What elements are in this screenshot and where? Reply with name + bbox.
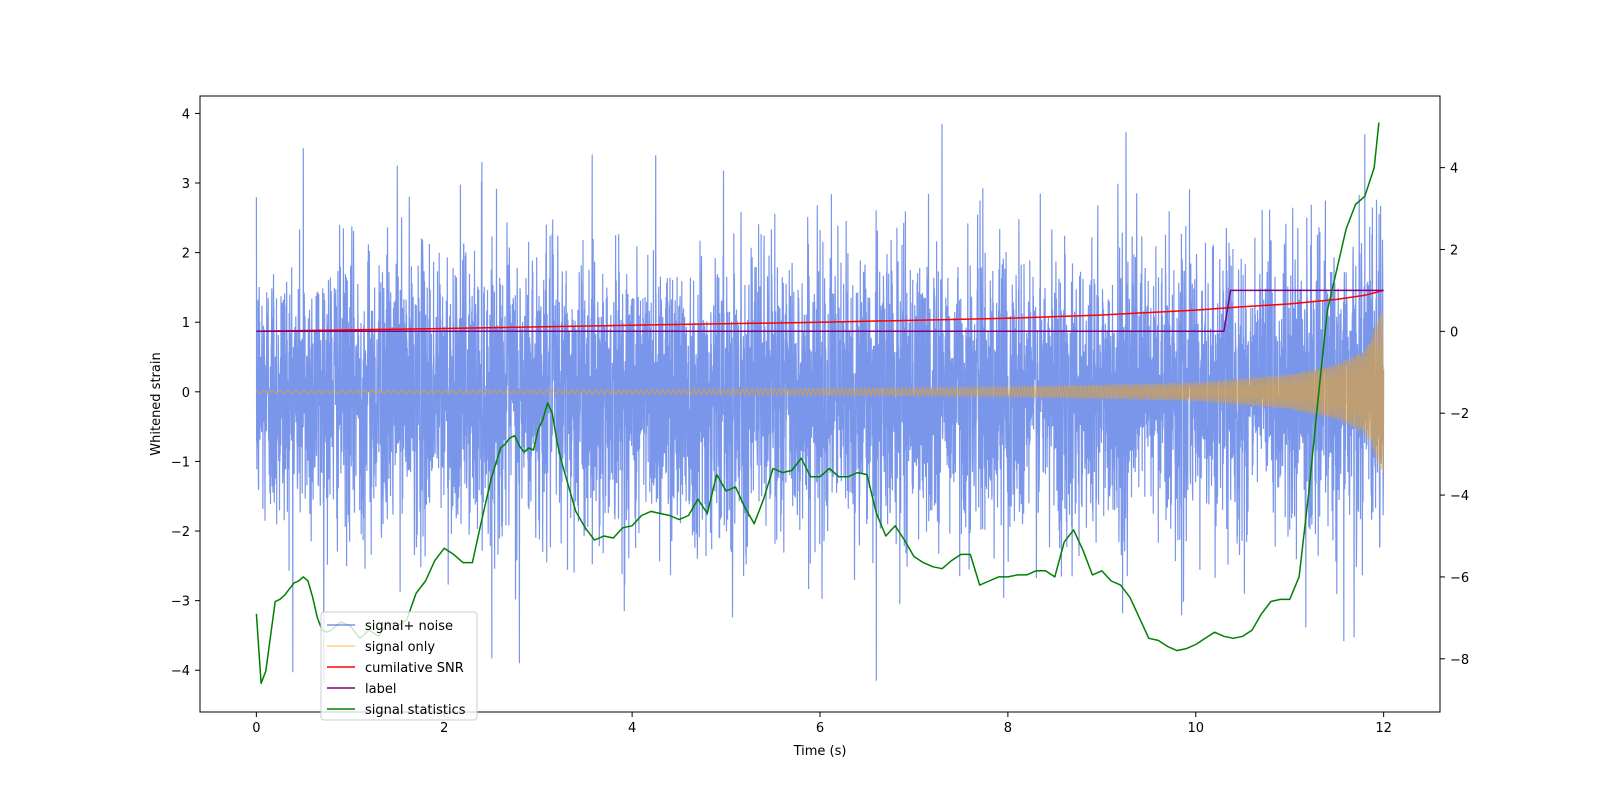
legend-label-signal-statistics: signal statistics	[365, 703, 466, 718]
x-tick-label: 10	[1187, 721, 1204, 736]
series-cumilative-snr-line	[256, 289, 1384, 333]
y-tick-label: 4	[182, 107, 190, 122]
legend-label-label: label	[365, 682, 396, 697]
y-tick-label: −1	[171, 455, 190, 470]
y-tick-label: 0	[182, 386, 190, 401]
x-tick-label: 4	[628, 721, 636, 736]
x-tick-label: 8	[1004, 721, 1012, 736]
legend-box	[320, 611, 478, 721]
series-label-line	[256, 289, 1384, 333]
legend-label-signal-only: signal only	[365, 640, 435, 655]
y-tick-label: −3	[171, 595, 190, 610]
y2-tick-label: 0	[1450, 325, 1458, 340]
y2-tick-label: −2	[1450, 407, 1469, 422]
y2-tick-label: −4	[1450, 489, 1469, 504]
y2-tick-label: −8	[1450, 653, 1469, 668]
series-signal-noise-line	[255, 123, 1385, 684]
x-tick-label: 12	[1375, 721, 1392, 736]
y-tick-label: 3	[182, 177, 190, 192]
y-tick-label: −4	[171, 664, 190, 679]
series-signal-only-line	[256, 312, 1385, 473]
y-tick-label: 1	[182, 316, 190, 331]
x-tick-label: 2	[440, 721, 448, 736]
y2-tick-label: 2	[1450, 243, 1458, 258]
legend-label-signal-noise: signal+ noise	[365, 619, 453, 634]
x-tick-label: 0	[252, 721, 260, 736]
x-axis-title: Time (s)	[793, 744, 847, 759]
y-tick-label: 2	[182, 247, 190, 262]
y2-tick-label: −6	[1450, 571, 1469, 586]
y2-tick-label: 4	[1450, 162, 1458, 177]
legend: signal+ noise signal only cumilative SNR…	[320, 611, 478, 721]
series-layer	[255, 122, 1385, 685]
x-tick-label: 6	[816, 721, 824, 736]
legend-label-cumulative-snr: cumilative SNR	[365, 661, 464, 676]
y-tick-label: −2	[171, 525, 190, 540]
y-axis-title: Whitened strain	[149, 352, 164, 455]
